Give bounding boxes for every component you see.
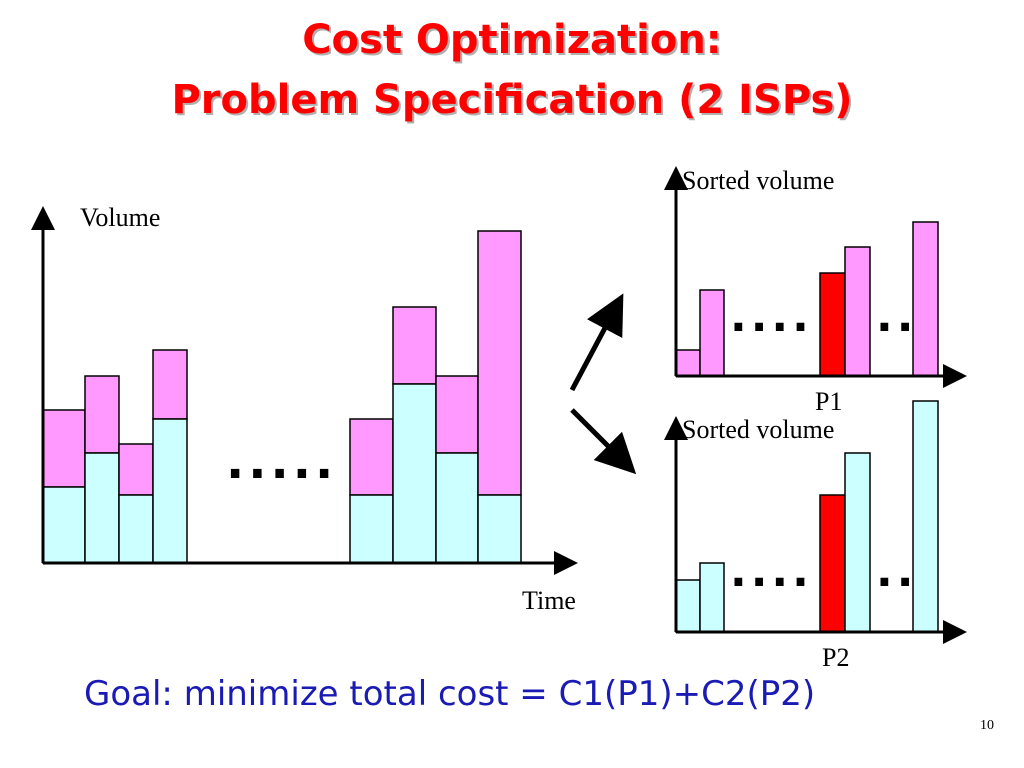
main-bar-2-isp1 — [84, 375, 120, 454]
bottom-bar-3 — [844, 452, 871, 633]
bottom-chart-ellipsis-right: .. — [876, 546, 917, 597]
main-bar-2-isp2 — [84, 452, 120, 564]
top-bar-p1 — [819, 272, 846, 377]
bottom-bar-p2 — [819, 494, 846, 633]
main-bar-6-isp1 — [392, 306, 437, 385]
main-bar-5-isp1 — [349, 418, 394, 496]
main-bar-8-isp1 — [477, 230, 522, 496]
p2-label: P2 — [822, 643, 850, 672]
main-chart-ellipsis: ..... — [226, 434, 337, 490]
arrow-to-isp1 — [569, 293, 624, 392]
bottom-chart-ellipsis-left: .... — [730, 546, 813, 597]
bottom-bar-2 — [699, 562, 725, 633]
main-bar-6-isp2 — [392, 383, 437, 564]
main-bar-7-isp2 — [435, 452, 479, 564]
top-bar-2 — [699, 289, 725, 377]
main-bar-4-isp1 — [152, 349, 188, 420]
main-bar-7-isp1 — [435, 375, 479, 454]
main-chart-bars — [42, 230, 522, 564]
main-bar-8-isp2 — [477, 494, 522, 564]
page-number: 10 — [980, 718, 994, 733]
top-chart-bars — [675, 221, 939, 377]
main-x-axis-label: Time — [522, 586, 576, 615]
p1-label: P1 — [815, 387, 843, 416]
bottom-bar-4 — [912, 400, 939, 633]
top-bar-1 — [675, 349, 701, 377]
main-bar-1-isp1 — [42, 409, 86, 488]
top-chart-ellipsis-right: .. — [876, 291, 917, 342]
main-y-axis-label: Volume — [80, 203, 161, 232]
bottom-chart-bars — [675, 400, 939, 633]
main-bar-1-isp2 — [42, 486, 86, 564]
arrow-to-isp2 — [570, 408, 637, 475]
main-bar-4-isp2 — [152, 418, 188, 564]
main-bar-3-isp1 — [118, 443, 154, 496]
title-line-1: Cost Optimization: — [302, 17, 722, 63]
main-bar-5-isp2 — [349, 494, 394, 564]
goal-statement: Goal: minimize total cost = C1(P1)+C2(P2… — [84, 674, 816, 714]
main-bar-3-isp2 — [118, 494, 154, 564]
bottom-y-axis-label: Sorted volume — [682, 415, 835, 444]
top-chart-ellipsis-left: .... — [730, 291, 813, 342]
top-bar-3 — [844, 246, 871, 377]
title-line-2: Problem Specification (2 ISPs) — [171, 77, 853, 123]
bottom-bar-1 — [675, 579, 701, 633]
top-y-axis-label: Sorted volume — [682, 166, 835, 195]
